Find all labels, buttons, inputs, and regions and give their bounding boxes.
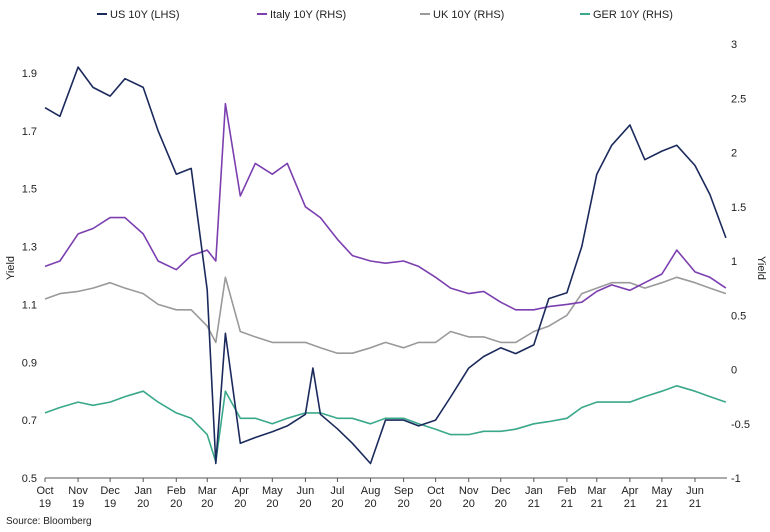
x-tick-month: Oct: [427, 485, 444, 497]
x-tick-month: Feb: [557, 485, 576, 497]
left-axis-title: Yield: [5, 256, 17, 280]
series-line-us: [44, 66, 727, 465]
right-tick-label: -0.5: [731, 419, 750, 431]
legend: US 10Y (LHS) Italy 10Y (RHS) UK 10Y (RHS) G…: [97, 9, 673, 21]
x-tick-year: 20: [137, 498, 149, 510]
x-tick-year: 21: [624, 498, 636, 510]
x-tick-year: 21: [561, 498, 573, 510]
x-tick-year: 21: [591, 498, 603, 510]
x-tick-month: Apr: [232, 485, 249, 497]
x-tick-month: Oct: [36, 485, 53, 497]
legend-label-uk: UK 10Y (RHS): [433, 9, 504, 21]
x-tick-year: 20: [397, 498, 409, 510]
plot-area: [44, 66, 727, 465]
legend-label-us: US 10Y (LHS): [110, 9, 180, 21]
left-tick-label: 1.9: [22, 68, 37, 80]
x-tick-year: 21: [656, 498, 668, 510]
left-tick-label: 1.1: [22, 299, 37, 311]
x-tick-month: May: [262, 485, 283, 497]
x-tick-month: May: [652, 485, 673, 497]
x-tick-year: 19: [72, 498, 84, 510]
x-tick-month: Dec: [100, 485, 120, 497]
x-tick-year: 19: [39, 498, 51, 510]
left-tick-label: 1.5: [22, 184, 37, 196]
x-tick-year: 20: [495, 498, 507, 510]
x-tick-year: 21: [528, 498, 540, 510]
x-tick-month: Apr: [621, 485, 638, 497]
x-tick-month: Feb: [167, 485, 186, 497]
right-tick-label: 2.5: [731, 93, 746, 105]
x-tick-year: 20: [364, 498, 376, 510]
right-tick-label: 0.5: [731, 310, 746, 322]
x-tick-year: 20: [430, 498, 442, 510]
x-tick-month: Aug: [361, 485, 381, 497]
x-tick-month: Nov: [459, 485, 479, 497]
x-tick-month: Sep: [394, 485, 414, 497]
right-tick-label: 1: [731, 256, 737, 268]
left-tick-label: 1.3: [22, 242, 37, 254]
x-tick-year: 20: [463, 498, 475, 510]
source-note: Source: Bloomberg: [6, 516, 92, 527]
right-tick-label: 3: [731, 39, 737, 51]
left-tick-label: 0.7: [22, 415, 37, 427]
axes: Yield Yield 0.5 0.7 0.9 1.1 1.3 1.5 1.7 1.9 -1 -0…: [5, 39, 767, 510]
series-line-ger: [44, 384, 727, 463]
x-tick-month: Jun: [297, 485, 315, 497]
x-tick-year: 20: [170, 498, 182, 510]
x-tick-year: 19: [104, 498, 116, 510]
x-tick-month: Jul: [330, 485, 344, 497]
series-line-uk: [44, 276, 727, 355]
right-tick-label: 0: [731, 365, 737, 377]
left-tick-label: 1.7: [22, 126, 37, 138]
right-tick-label: 1.5: [731, 202, 746, 214]
x-tick-year: 21: [689, 498, 701, 510]
x-tick-year: 20: [234, 498, 246, 510]
x-tick-year: 20: [266, 498, 278, 510]
x-tick-year: 20: [299, 498, 311, 510]
x-tick-month: Jan: [525, 485, 543, 497]
right-axis-title: Yield: [755, 256, 767, 280]
x-tick-year: 20: [331, 498, 343, 510]
x-tick-month: Jan: [134, 485, 152, 497]
series-line-italy: [44, 102, 727, 311]
x-tick-month: Mar: [198, 485, 217, 497]
x-tick-year: 20: [201, 498, 213, 510]
x-tick-month: Dec: [491, 485, 511, 497]
legend-label-ger: GER 10Y (RHS): [593, 9, 673, 21]
x-tick-month: Jun: [686, 485, 704, 497]
left-tick-label: 0.9: [22, 357, 37, 369]
left-tick-label: 0.5: [22, 473, 37, 485]
x-tick-month: Mar: [587, 485, 606, 497]
legend-label-italy: Italy 10Y (RHS): [270, 9, 346, 21]
x-tick-month: Nov: [68, 485, 88, 497]
right-tick-label: -1: [731, 473, 741, 485]
right-tick-label: 2: [731, 148, 737, 160]
